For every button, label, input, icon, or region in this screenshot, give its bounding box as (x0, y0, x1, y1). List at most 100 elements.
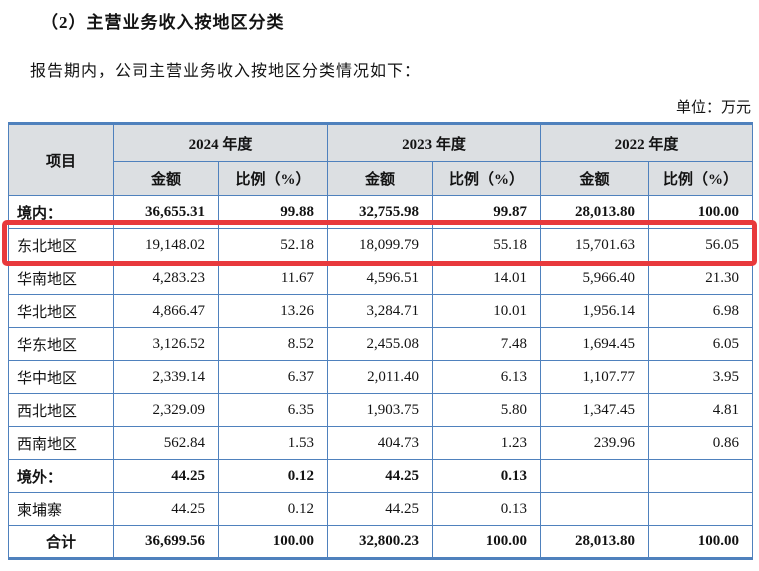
col-header-ratio-2024: 比例（%） (217, 161, 329, 196)
col-header-ratio-2023: 比例（%） (432, 161, 542, 196)
ratio-2024-cell: 100.00 (217, 525, 329, 560)
amount-2023-cell: 1,903.75 (327, 393, 434, 427)
amount-2023-cell: 44.25 (327, 492, 434, 526)
ratio-2024-cell: 99.88 (217, 195, 329, 229)
ratio-2022-cell: 6.05 (648, 327, 754, 361)
col-header-year-2022: 2022 年度 (540, 122, 754, 162)
amount-2024-cell: 562.84 (113, 426, 219, 460)
ratio-2024-cell: 1.53 (217, 426, 329, 460)
ratio-2024-cell: 8.52 (217, 327, 329, 361)
col-header-amount-2024: 金额 (113, 161, 219, 196)
table-row-total: 合计 36,699.56 100.00 32,800.23 100.00 28,… (8, 525, 754, 560)
ratio-2022-cell: 21.30 (648, 261, 754, 295)
ratio-2023-cell: 6.13 (432, 360, 542, 394)
amount-2023-cell: 32,755.98 (327, 195, 434, 229)
ratio-2023-cell: 0.13 (432, 459, 542, 493)
amount-2023-cell: 2,455.08 (327, 327, 434, 361)
table-row-central-china: 华中地区 2,339.14 6.37 2,011.40 6.13 1,107.7… (8, 360, 754, 394)
ratio-2022-cell: 100.00 (648, 195, 754, 229)
amount-2024-cell: 3,126.52 (113, 327, 219, 361)
amount-2023-cell: 18,099.79 (327, 228, 434, 262)
col-header-item: 项目 (8, 122, 114, 196)
row-label: 华中地区 (8, 360, 114, 394)
amount-2022-cell: 1,107.77 (540, 360, 650, 394)
ratio-2023-cell: 99.87 (432, 195, 542, 229)
table-row-northeast-highlighted: 东北地区 19,148.02 52.18 18,099.79 55.18 15,… (8, 228, 754, 262)
amount-2024-cell: 4,866.47 (113, 294, 219, 328)
row-label: 西北地区 (8, 393, 114, 427)
ratio-2023-cell: 14.01 (432, 261, 542, 295)
ratio-2023-cell: 0.13 (432, 492, 542, 526)
ratio-2023-cell: 55.18 (432, 228, 542, 262)
ratio-2022-cell: 4.81 (648, 393, 754, 427)
table-row-east-china: 华东地区 3,126.52 8.52 2,455.08 7.48 1,694.4… (8, 327, 754, 361)
col-header-amount-2023: 金额 (327, 161, 434, 196)
ratio-2022-cell: 56.05 (648, 228, 754, 262)
section-title: （2）主营业务收入按地区分类 (41, 13, 285, 32)
table-row-domestic: 境内： 36,655.31 99.88 32,755.98 99.87 28,0… (8, 195, 754, 229)
amount-2022-cell (540, 459, 650, 493)
table-row-cambodia: 柬埔寨 44.25 0.12 44.25 0.13 (8, 492, 754, 526)
amount-2022-cell: 28,013.80 (540, 195, 650, 229)
row-label: 华北地区 (8, 294, 114, 328)
ratio-2022-cell: 3.95 (648, 360, 754, 394)
amount-2024-cell: 2,329.09 (113, 393, 219, 427)
ratio-2024-cell: 6.37 (217, 360, 329, 394)
row-label: 境外： (8, 459, 114, 493)
amount-2022-cell: 1,694.45 (540, 327, 650, 361)
amount-2023-cell: 4,596.51 (327, 261, 434, 295)
ratio-2023-cell: 10.01 (432, 294, 542, 328)
revenue-by-region-table: 项目 2024 年度 2023 年度 2022 年度 金额 比例（%） 金额 比… (8, 122, 754, 560)
amount-2022-cell: 1,347.45 (540, 393, 650, 427)
ratio-2023-cell: 100.00 (432, 525, 542, 560)
intro-text: 报告期内，公司主营业务收入按地区分类情况如下： (30, 63, 422, 80)
ratio-2024-cell: 6.35 (217, 393, 329, 427)
ratio-2024-cell: 11.67 (217, 261, 329, 295)
ratio-2023-cell: 5.80 (432, 393, 542, 427)
ratio-2022-cell: 100.00 (648, 525, 754, 560)
amount-2024-cell: 4,283.23 (113, 261, 219, 295)
amount-2023-cell: 404.73 (327, 426, 434, 460)
amount-2023-cell: 44.25 (327, 459, 434, 493)
ratio-2022-cell (648, 492, 754, 526)
col-header-ratio-2022: 比例（%） (648, 161, 754, 196)
col-header-amount-2022: 金额 (540, 161, 650, 196)
table-row-northwest: 西北地区 2,329.09 6.35 1,903.75 5.80 1,347.4… (8, 393, 754, 427)
amount-2022-cell: 1,956.14 (540, 294, 650, 328)
ratio-2023-cell: 1.23 (432, 426, 542, 460)
col-header-year-2023: 2023 年度 (327, 122, 542, 162)
ratio-2022-cell (648, 459, 754, 493)
amount-2024-cell: 44.25 (113, 492, 219, 526)
table-row-overseas: 境外： 44.25 0.12 44.25 0.13 (8, 459, 754, 493)
col-header-year-2024: 2024 年度 (112, 122, 329, 162)
row-label: 华南地区 (8, 261, 114, 295)
ratio-2024-cell: 0.12 (217, 492, 329, 526)
ratio-2024-cell: 13.26 (217, 294, 329, 328)
amount-2022-cell: 15,701.63 (540, 228, 650, 262)
row-label: 柬埔寨 (8, 492, 114, 526)
amount-2024-cell: 2,339.14 (113, 360, 219, 394)
ratio-2024-cell: 0.12 (217, 459, 329, 493)
amount-2023-cell: 2,011.40 (327, 360, 434, 394)
amount-2024-cell: 36,699.56 (113, 525, 219, 560)
ratio-2022-cell: 6.98 (648, 294, 754, 328)
row-label: 西南地区 (8, 426, 114, 460)
ratio-2024-cell: 52.18 (217, 228, 329, 262)
ratio-2022-cell: 0.86 (648, 426, 754, 460)
amount-2022-cell (540, 492, 650, 526)
amount-2024-cell: 44.25 (113, 459, 219, 493)
row-label: 合计 (8, 525, 114, 560)
table-row-south-china: 华南地区 4,283.23 11.67 4,596.51 14.01 5,966… (8, 261, 754, 295)
amount-2022-cell: 239.96 (540, 426, 650, 460)
row-label: 东北地区 (8, 228, 114, 262)
amount-2022-cell: 5,966.40 (540, 261, 650, 295)
ratio-2023-cell: 7.48 (432, 327, 542, 361)
amount-2023-cell: 3,284.71 (327, 294, 434, 328)
amount-2024-cell: 19,148.02 (113, 228, 219, 262)
unit-label: 单位：万元 (675, 100, 751, 116)
table-row-north-china: 华北地区 4,866.47 13.26 3,284.71 10.01 1,956… (8, 294, 754, 328)
table-header: 项目 2024 年度 2023 年度 2022 年度 金额 比例（%） 金额 比… (8, 122, 754, 196)
row-label: 境内： (8, 195, 114, 229)
amount-2023-cell: 32,800.23 (327, 525, 434, 560)
amount-2024-cell: 36,655.31 (113, 195, 219, 229)
